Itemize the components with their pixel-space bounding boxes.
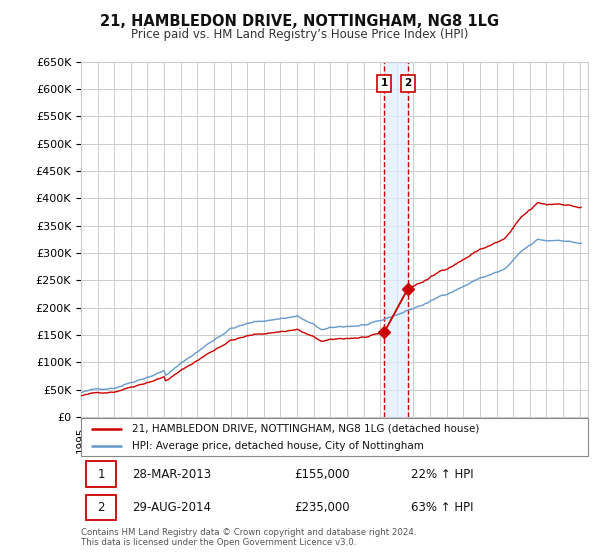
Text: 29-AUG-2014: 29-AUG-2014: [132, 501, 211, 514]
Text: 2: 2: [404, 78, 412, 88]
Text: 22% ↑ HPI: 22% ↑ HPI: [410, 468, 473, 480]
Text: HPI: Average price, detached house, City of Nottingham: HPI: Average price, detached house, City…: [132, 441, 424, 451]
Text: 1: 1: [98, 468, 105, 480]
FancyBboxPatch shape: [81, 418, 588, 456]
Text: Contains HM Land Registry data © Crown copyright and database right 2024.
This d: Contains HM Land Registry data © Crown c…: [81, 528, 416, 547]
Text: 63% ↑ HPI: 63% ↑ HPI: [410, 501, 473, 514]
Text: Price paid vs. HM Land Registry’s House Price Index (HPI): Price paid vs. HM Land Registry’s House …: [131, 28, 469, 41]
Bar: [384, 62, 408, 417]
FancyBboxPatch shape: [86, 495, 116, 520]
Text: 21, HAMBLEDON DRIVE, NOTTINGHAM, NG8 1LG (detached house): 21, HAMBLEDON DRIVE, NOTTINGHAM, NG8 1LG…: [132, 424, 479, 434]
Text: £155,000: £155,000: [294, 468, 350, 480]
Text: £235,000: £235,000: [294, 501, 350, 514]
Text: 28-MAR-2013: 28-MAR-2013: [132, 468, 211, 480]
Text: 21, HAMBLEDON DRIVE, NOTTINGHAM, NG8 1LG: 21, HAMBLEDON DRIVE, NOTTINGHAM, NG8 1LG: [100, 14, 500, 29]
Text: 1: 1: [380, 78, 388, 88]
FancyBboxPatch shape: [86, 461, 116, 487]
Text: 2: 2: [98, 501, 105, 514]
